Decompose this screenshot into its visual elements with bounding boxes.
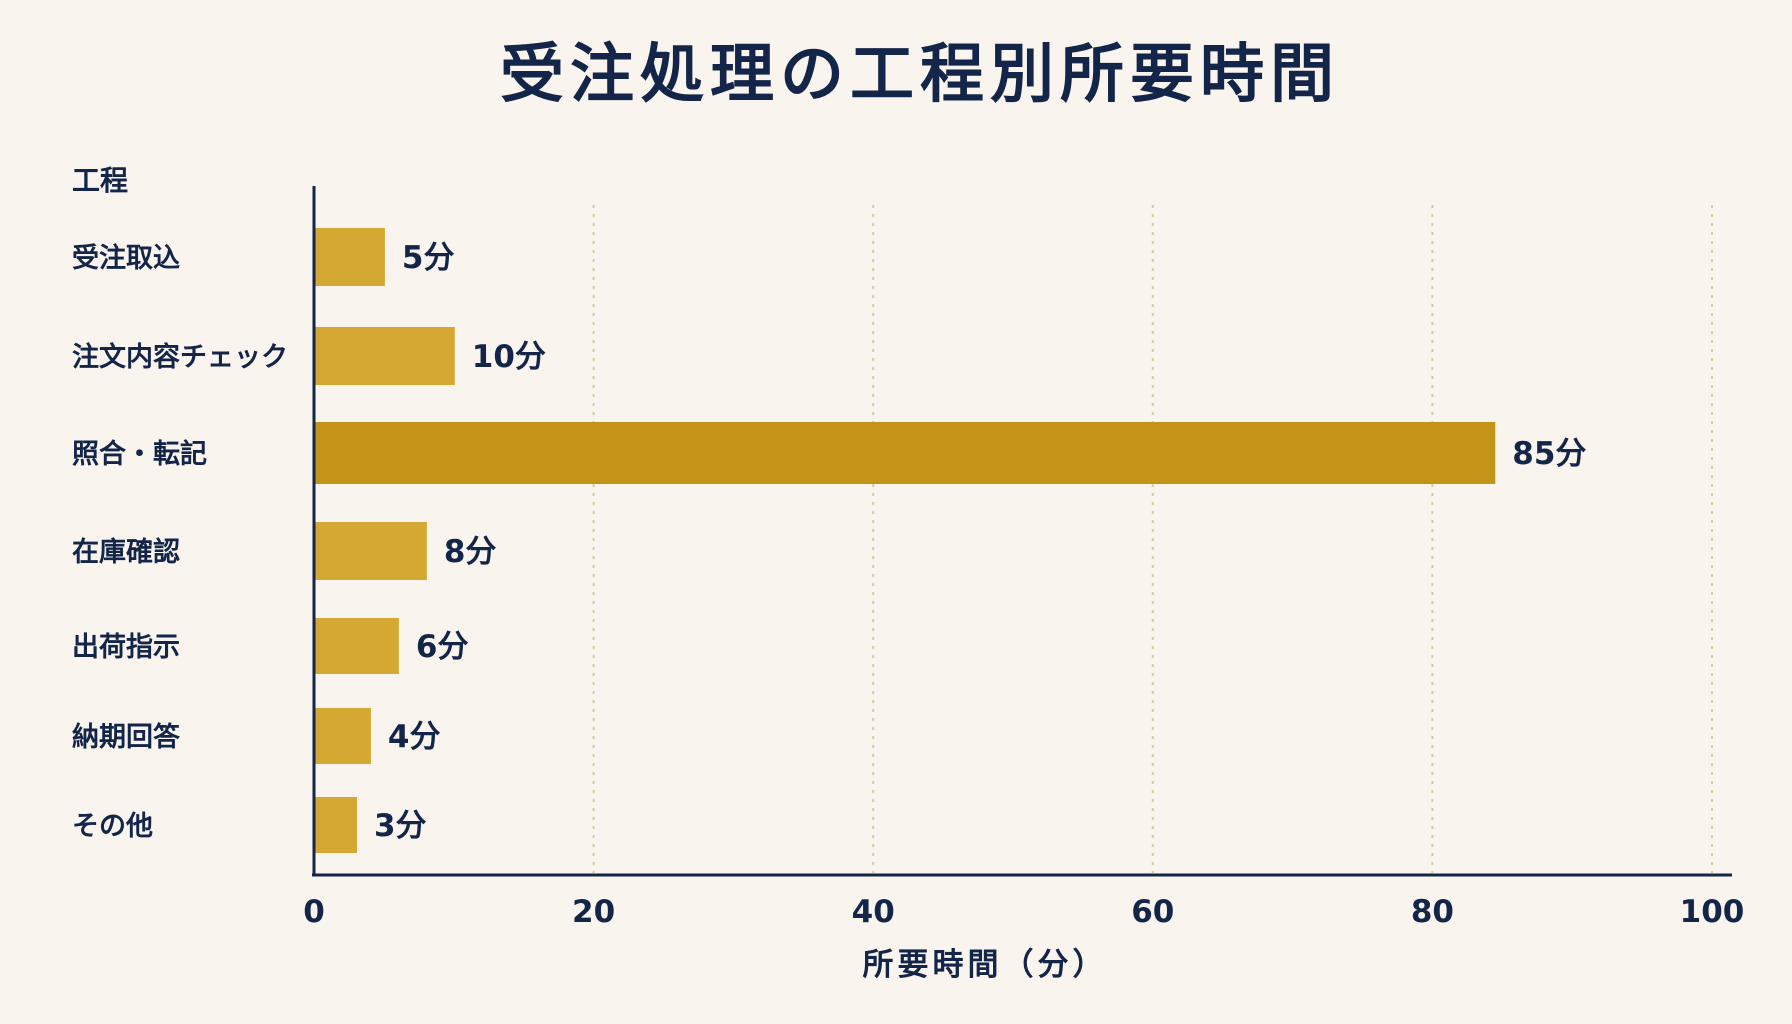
category-label: 注文内容チェック xyxy=(72,341,288,373)
value-label: 85分 xyxy=(1512,436,1586,472)
value-label: 8分 xyxy=(444,534,497,570)
value-labels: 5分 10分 85分 8分 6分 4分 3分 xyxy=(374,240,1587,844)
x-tick-label: 80 xyxy=(1411,894,1454,930)
x-tick-label: 20 xyxy=(572,894,615,930)
bar xyxy=(315,618,399,674)
category-label: 在庫確認 xyxy=(72,536,180,568)
value-label: 10分 xyxy=(472,339,546,375)
bar xyxy=(315,708,371,764)
grid-lines xyxy=(592,205,1713,873)
category-label: その他 xyxy=(72,811,153,842)
x-axis-ticks: 0 20 40 60 80 100 xyxy=(303,894,1744,930)
bar xyxy=(315,327,455,385)
chart-title: 受注処理の工程別所要時間 xyxy=(500,38,1340,112)
x-tick-label: 0 xyxy=(303,894,325,930)
bar xyxy=(315,522,427,580)
bar xyxy=(315,422,1496,484)
x-tick-label: 100 xyxy=(1680,894,1745,930)
value-label: 4分 xyxy=(388,719,441,755)
bar xyxy=(315,228,385,286)
bar xyxy=(315,797,357,853)
x-axis-label: 所要時間（分） xyxy=(863,947,1108,983)
x-tick-label: 60 xyxy=(1131,894,1174,930)
y-axis-label: 工程 xyxy=(72,164,128,197)
value-label: 5分 xyxy=(402,240,455,276)
value-label: 6分 xyxy=(416,629,469,665)
bars xyxy=(315,228,1496,853)
category-label: 出荷指示 xyxy=(72,632,180,663)
category-label: 納期回答 xyxy=(72,721,181,753)
category-label: 照合・転記 xyxy=(72,438,207,470)
value-label: 3分 xyxy=(374,808,427,844)
x-tick-label: 40 xyxy=(852,894,895,930)
category-label: 受注取込 xyxy=(72,242,180,274)
